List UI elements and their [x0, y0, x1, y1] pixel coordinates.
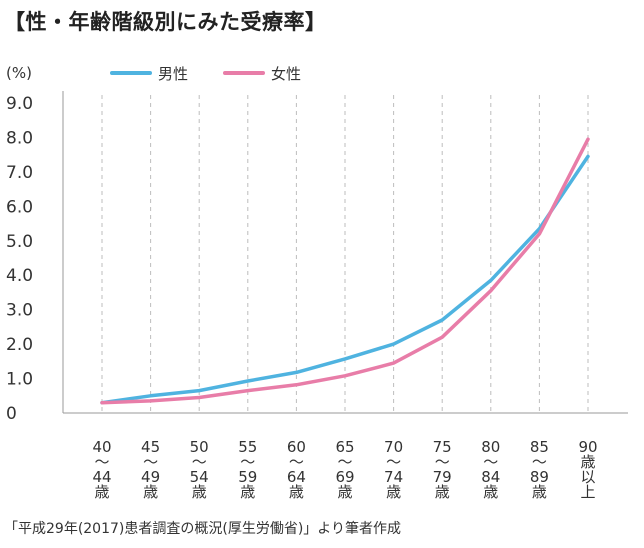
- x-tick-label-part: 歳: [192, 483, 207, 501]
- x-tick-label-part: 59: [238, 468, 257, 486]
- x-tick-label-part: 84: [481, 468, 500, 486]
- x-tick-label-part: 54: [190, 468, 209, 486]
- x-tick-label-part: 80: [481, 438, 500, 456]
- x-tick-label-part: 歳: [240, 483, 255, 501]
- y-tick-label: 8.0: [6, 128, 33, 148]
- x-tick-label-part: 50: [190, 438, 209, 456]
- x-tick-label-part: 歳: [337, 483, 352, 501]
- source-note: 「平成29年(2017)患者調査の概況(厚生労働省)」より筆者作成: [4, 521, 402, 537]
- y-tick-label: 9.0: [6, 94, 33, 114]
- x-tick-label-part: 〜: [483, 453, 498, 471]
- x-tick-label-part: 〜: [240, 453, 255, 471]
- x-tick-label-part: 歳: [580, 453, 595, 471]
- x-tick-label-part: 60: [287, 438, 306, 456]
- x-tick-label: 40〜44歳: [92, 438, 111, 501]
- x-tick-label-part: 49: [141, 468, 160, 486]
- x-tick-label-part: 上: [580, 483, 595, 501]
- x-tick-label-part: 75: [433, 438, 452, 456]
- x-tick-label-part: 〜: [435, 453, 450, 471]
- x-tick-label: 45〜49歳: [141, 438, 160, 501]
- x-tick-label-part: 90: [578, 438, 597, 456]
- x-tick-label-part: 45: [141, 438, 160, 456]
- x-tick-label-part: 〜: [289, 453, 304, 471]
- x-tick-label-part: 歳: [386, 483, 401, 501]
- axes: [62, 91, 628, 414]
- x-tick-label: 75〜79歳: [433, 438, 452, 501]
- x-tick-label-part: 85: [530, 438, 549, 456]
- x-tick-label-part: 〜: [386, 453, 401, 471]
- x-tick-label: 80〜84歳: [481, 438, 500, 501]
- legend-label: 女性: [271, 65, 301, 83]
- legend: 男性 女性: [110, 65, 301, 83]
- x-tick-label-part: 55: [238, 438, 257, 456]
- y-tick-label: 6.0: [6, 197, 33, 217]
- x-tick-label: 65〜69歳: [335, 438, 354, 501]
- grid-lines: [101, 95, 589, 413]
- x-tick-label-part: 65: [335, 438, 354, 456]
- series-line: [100, 154, 590, 405]
- x-tick-label-part: 70: [384, 438, 403, 456]
- x-tick-label-part: 歳: [435, 483, 450, 501]
- x-tick-label-part: 44: [92, 468, 111, 486]
- y-tick-label: 1.0: [6, 370, 33, 390]
- page-title: 【性・年齢階級別にみた受療率】: [4, 10, 327, 34]
- x-tick-label-part: 以: [580, 468, 595, 486]
- x-tick-label-part: 40: [92, 438, 111, 456]
- x-tick-label-part: 〜: [192, 453, 207, 471]
- x-tick-label-part: 89: [530, 468, 549, 486]
- x-tick-label-part: 歳: [532, 483, 547, 501]
- x-axis-ticks: 40〜44歳45〜49歳50〜54歳55〜59歳60〜64歳65〜69歳70〜7…: [92, 438, 597, 501]
- y-tick-label: 7.0: [6, 163, 33, 183]
- y-axis-unit: (%): [6, 64, 32, 82]
- x-tick-label-part: 〜: [337, 453, 352, 471]
- x-tick-label: 50〜54歳: [190, 438, 209, 501]
- x-tick-label-part: 74: [384, 468, 403, 486]
- x-tick-label-part: 64: [287, 468, 306, 486]
- legend-label: 男性: [158, 65, 188, 83]
- x-tick-label-part: 〜: [532, 453, 547, 471]
- x-tick-label-part: 〜: [143, 453, 158, 471]
- y-tick-label: 2.0: [6, 335, 33, 355]
- x-tick-label-part: 歳: [94, 483, 109, 501]
- y-tick-label: 0: [6, 404, 17, 424]
- x-tick-label: 60〜64歳: [287, 438, 306, 501]
- y-tick-label: 4.0: [6, 266, 33, 286]
- x-tick-label-part: 〜: [94, 453, 109, 471]
- x-tick-label-part: 歳: [143, 483, 158, 501]
- y-tick-label: 5.0: [6, 232, 33, 252]
- series-lines: [100, 137, 590, 405]
- y-axis-ticks: 0 1.0 2.0 3.0 4.0 5.0 6.0 7.0 8.0 9.0: [6, 94, 33, 424]
- x-tick-label-part: 歳: [483, 483, 498, 501]
- x-tick-label: 70〜74歳: [384, 438, 403, 501]
- series-line: [100, 137, 590, 405]
- x-tick-label: 85〜89歳: [530, 438, 549, 501]
- x-tick-label-part: 歳: [289, 483, 304, 501]
- y-tick-label: 3.0: [6, 301, 33, 321]
- x-tick-label-part: 79: [433, 468, 452, 486]
- x-tick-label: 55〜59歳: [238, 438, 257, 501]
- x-tick-label-part: 69: [335, 468, 354, 486]
